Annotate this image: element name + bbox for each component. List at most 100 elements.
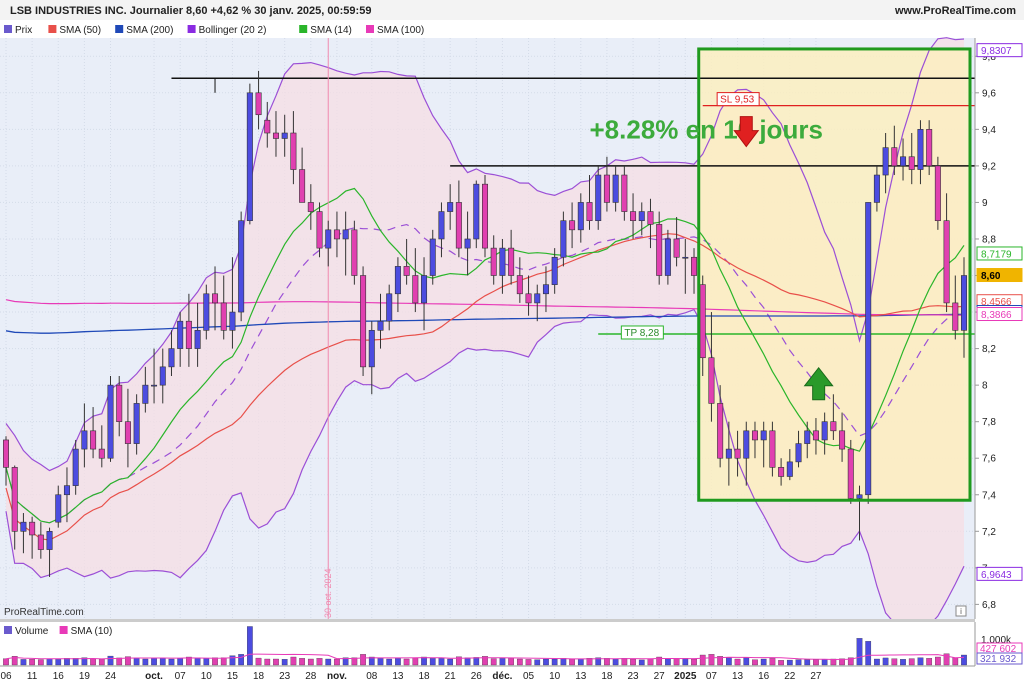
- candle-body: [220, 302, 227, 331]
- candle: [586, 175, 593, 230]
- candle-body: [891, 147, 898, 167]
- volume-bar: [238, 654, 244, 666]
- candle-body: [438, 211, 445, 240]
- volume-tick-label: 1.000k: [981, 635, 1012, 646]
- volume-bar: [386, 658, 393, 666]
- candle: [272, 111, 279, 157]
- volume-bar: [360, 654, 366, 666]
- candle: [542, 266, 549, 313]
- volume-bar: [229, 655, 236, 666]
- candle-body: [3, 439, 9, 468]
- volume-bar: [29, 659, 35, 666]
- candle: [638, 202, 645, 236]
- candle-body: [673, 238, 680, 258]
- candle-body: [316, 211, 323, 249]
- candle-body: [691, 256, 698, 276]
- arrow-down-icon: [733, 116, 760, 148]
- volume-bar: [525, 659, 532, 666]
- candle: [159, 348, 166, 404]
- candle: [255, 70, 262, 130]
- candle: [220, 275, 227, 340]
- volume-bar: [456, 656, 462, 666]
- candle: [455, 180, 462, 258]
- info-icon[interactable]: i: [955, 605, 967, 617]
- candle-body: [473, 183, 480, 240]
- candle: [421, 257, 428, 331]
- time-tick-label: 06: [0, 671, 12, 682]
- candle: [3, 436, 9, 486]
- volume-bar: [429, 658, 436, 666]
- volume-bar: [264, 658, 271, 666]
- volume-bar: [3, 658, 9, 666]
- candle-body: [760, 430, 767, 441]
- volume-bar: [717, 656, 723, 666]
- volume-bar: [334, 658, 340, 666]
- candle-body: [839, 430, 846, 450]
- candle: [839, 412, 846, 462]
- candle: [961, 257, 967, 358]
- candle: [882, 133, 889, 194]
- volume-bar: [499, 658, 506, 666]
- volume-bar: [691, 658, 697, 666]
- candle: [116, 376, 123, 437]
- volume-bar: [395, 658, 401, 666]
- candle: [595, 165, 602, 230]
- candle-body: [455, 202, 462, 249]
- candle: [603, 156, 610, 212]
- sma50-line: [5, 233, 965, 541]
- candle: [72, 439, 79, 495]
- volume-bar: [577, 658, 584, 666]
- price-label: 8,3866: [981, 310, 1012, 321]
- candle-body: [429, 238, 436, 276]
- volume-bar: [821, 659, 828, 666]
- time-tick-label: 24: [105, 671, 117, 682]
- candle: [360, 266, 367, 377]
- candle: [377, 293, 384, 349]
- legend-swatch: [4, 626, 12, 634]
- candle: [760, 421, 767, 468]
- candle-body: [264, 119, 271, 134]
- time-tick-label: 23: [627, 671, 639, 682]
- candle-body: [246, 92, 253, 222]
- price-label: 8,4566: [981, 297, 1012, 308]
- candle-body: [151, 384, 158, 387]
- candle-body: [734, 448, 741, 459]
- volume-label: 427 602: [980, 644, 1017, 655]
- volume-bar: [20, 659, 27, 666]
- candle: [98, 425, 105, 468]
- candle-body: [107, 384, 114, 459]
- time-tick-label: 11: [27, 671, 38, 682]
- price-tick-label: 7,4: [982, 490, 996, 501]
- volume-bar: [534, 659, 541, 666]
- candle: [664, 229, 671, 285]
- legend-label: SMA (10): [71, 626, 113, 637]
- candle: [612, 165, 619, 212]
- candle-body: [133, 403, 140, 444]
- candle-body: [281, 132, 288, 139]
- candle: [90, 407, 97, 459]
- volume-bar: [543, 658, 549, 666]
- volume-bar: [447, 658, 454, 666]
- candle: [751, 421, 758, 459]
- volume-bar: [638, 659, 645, 666]
- volume-bar: [752, 659, 758, 666]
- candle-body: [37, 534, 44, 550]
- volume-bar: [865, 641, 872, 666]
- candle-body: [821, 421, 828, 441]
- volume-bar: [952, 657, 959, 666]
- candle: [124, 388, 131, 468]
- legend-swatch: [366, 25, 374, 33]
- candle: [943, 193, 950, 313]
- candle-body: [882, 147, 889, 176]
- candle: [246, 83, 253, 225]
- candle-body: [542, 284, 549, 295]
- volume-bar: [708, 654, 715, 666]
- candle-body: [926, 129, 933, 167]
- legend-swatch: [187, 25, 196, 33]
- time-tick-label: 13: [732, 671, 744, 682]
- time-tick-label: 10: [549, 671, 561, 682]
- candle: [333, 211, 340, 258]
- time-tick-label: 10: [201, 671, 213, 682]
- candle: [229, 257, 236, 349]
- sma14-line: [5, 187, 965, 524]
